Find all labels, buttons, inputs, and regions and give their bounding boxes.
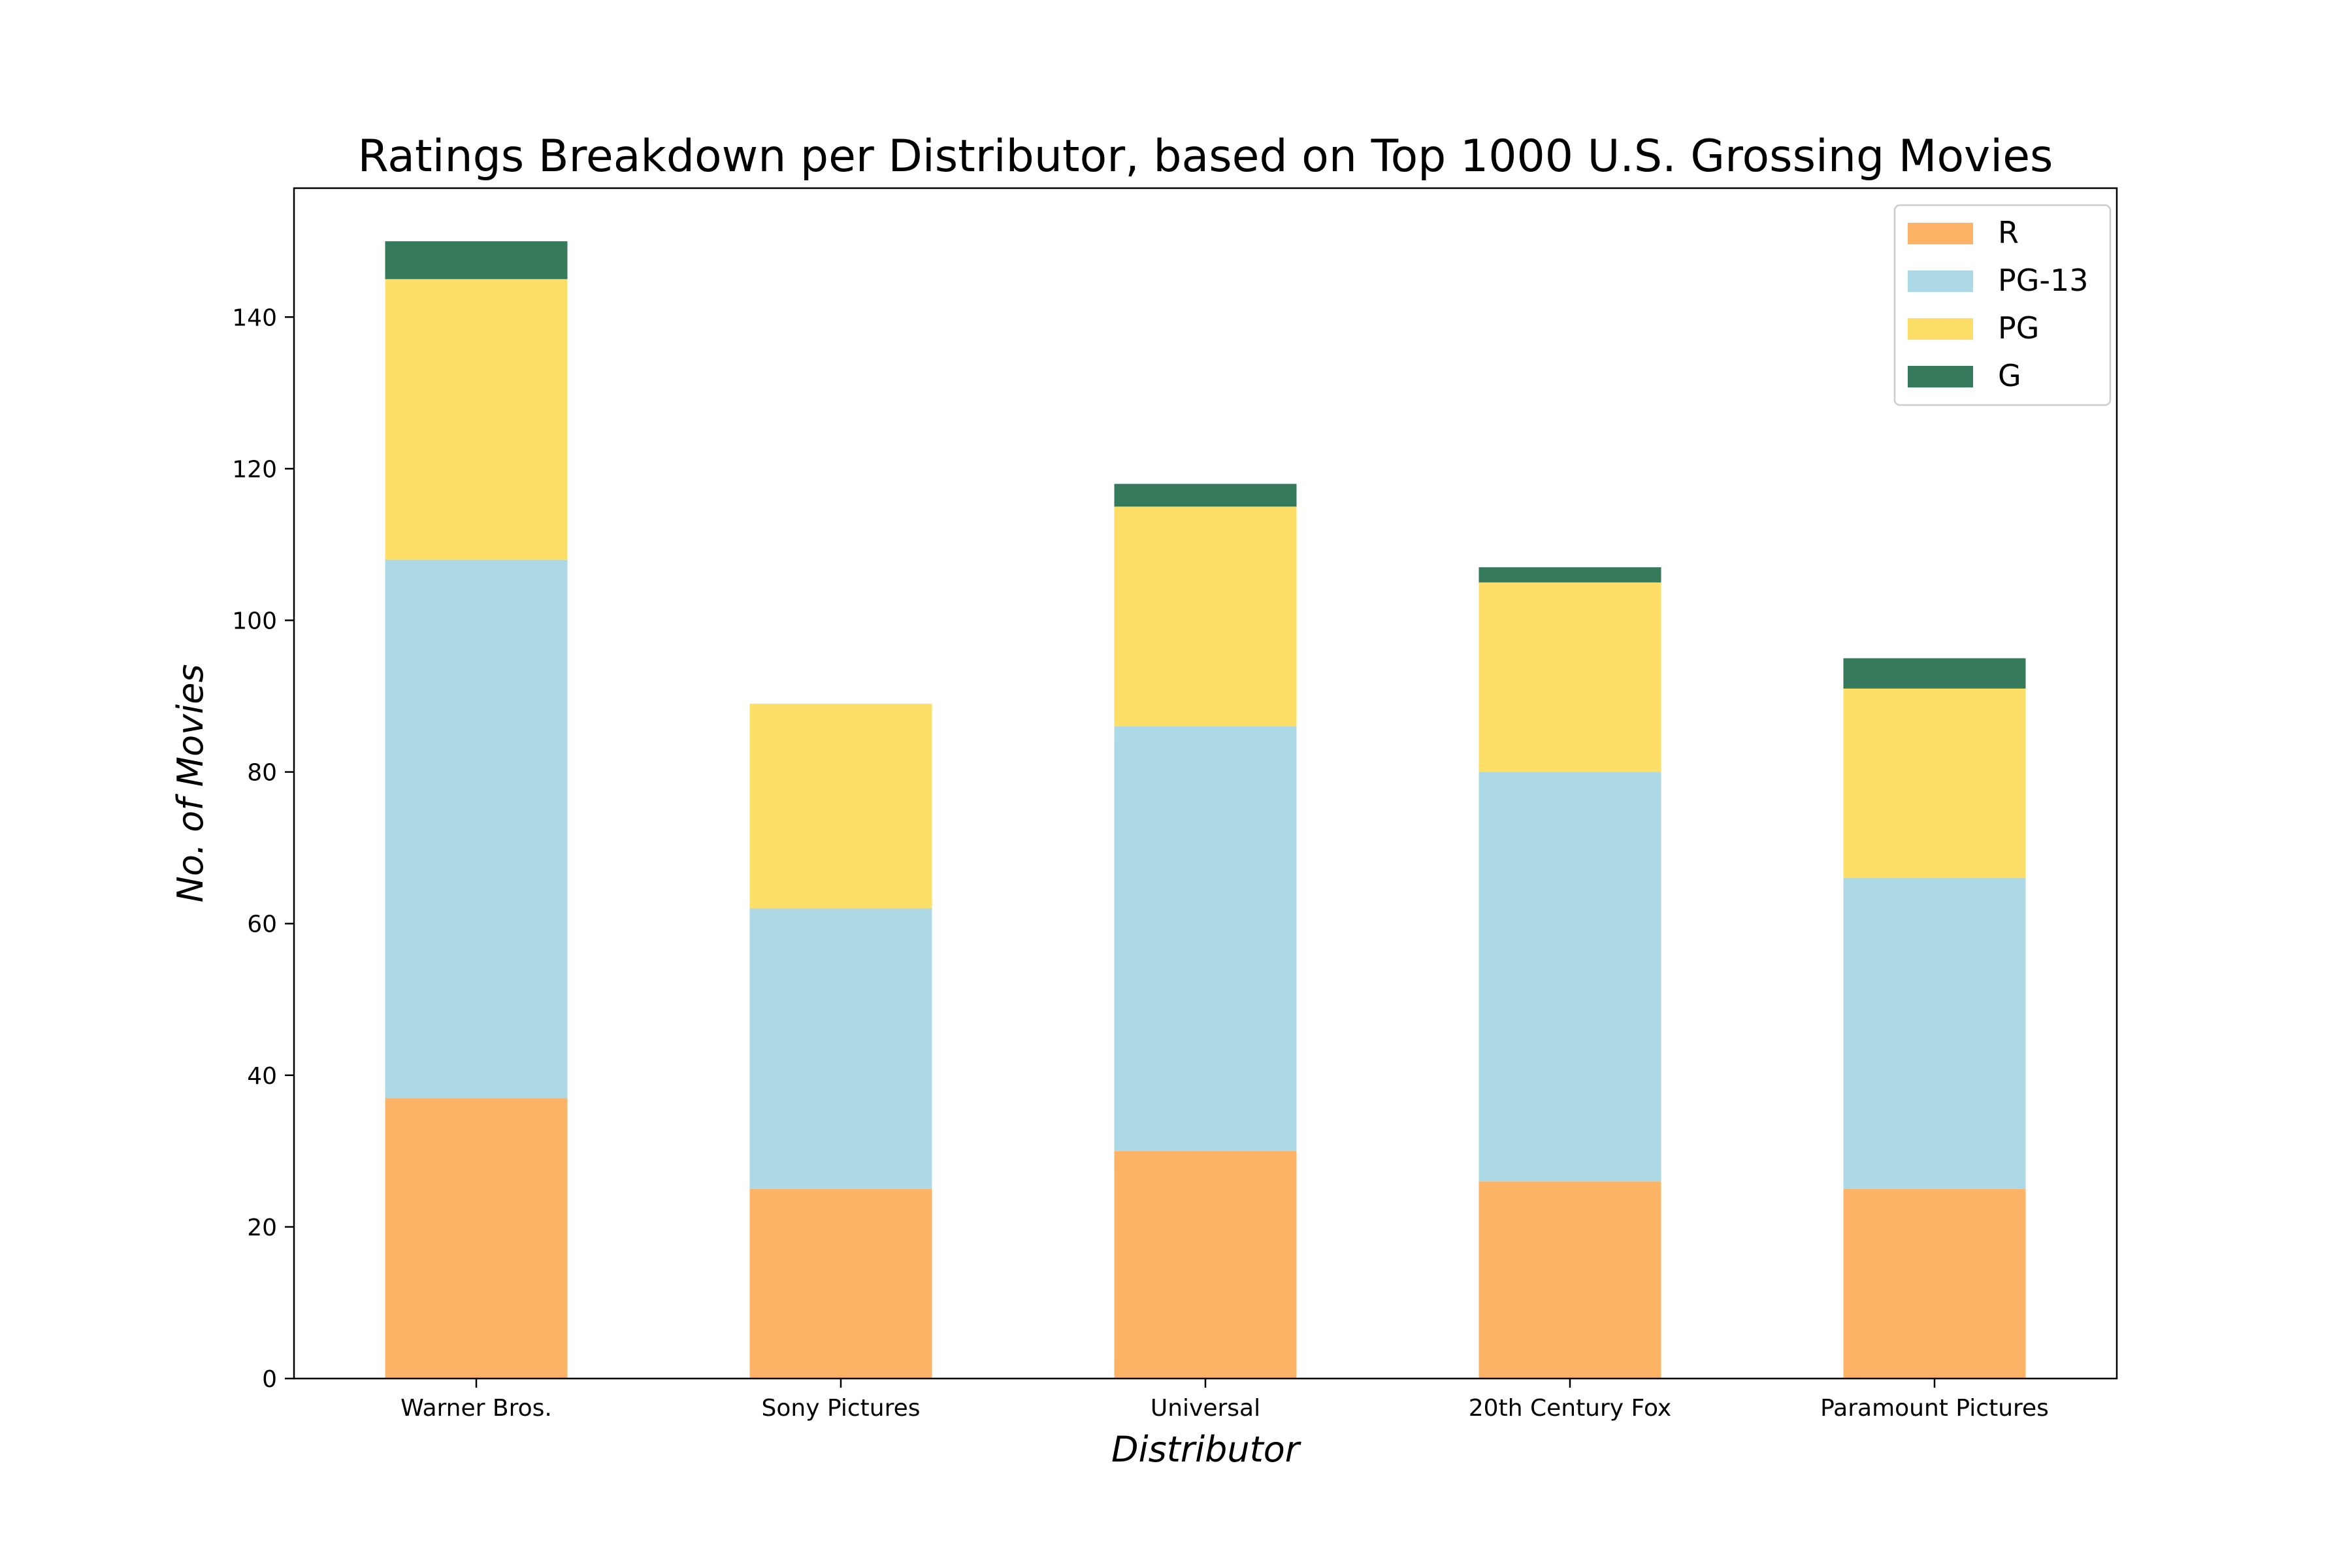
- legend-swatch-g: [1908, 366, 1973, 387]
- legend-swatch-r: [1908, 223, 1973, 244]
- x-axis: Warner Bros. Sony Pictures Universal 20th C…: [400, 1379, 2049, 1422]
- bar-pg13-2: [1114, 726, 1297, 1151]
- legend-swatch-pg: [1908, 318, 1973, 340]
- bar-g-4: [1843, 658, 2026, 689]
- bars-layer: [385, 241, 2026, 1379]
- bar-g-0: [385, 241, 568, 280]
- y-tick-label: 80: [247, 760, 277, 787]
- legend-label: PG-13: [1998, 263, 2089, 298]
- bar-r-2: [1114, 1151, 1297, 1379]
- legend: R PG-13 PG G: [1893, 204, 2112, 406]
- x-tick-label: Universal: [1151, 1395, 1260, 1422]
- bar-pg-2: [1114, 506, 1297, 727]
- bar-r-4: [1843, 1188, 2026, 1379]
- y-tick-label: 100: [232, 608, 277, 634]
- bar-pg13-4: [1843, 878, 2026, 1189]
- legend-label: PG: [1998, 310, 2039, 346]
- y-tick-label: 140: [232, 304, 277, 331]
- x-tick-label: 20th Century Fox: [1469, 1395, 1671, 1422]
- bar-pg13-1: [749, 908, 932, 1189]
- legend-label: R: [1998, 215, 2019, 250]
- bar-pg-4: [1843, 688, 2026, 879]
- y-axis-title: No. of Movies: [170, 664, 211, 903]
- bar-r-0: [385, 1098, 568, 1379]
- bar-r-1: [749, 1188, 932, 1379]
- bar-pg13-0: [385, 559, 568, 1098]
- chart-title: Ratings Breakdown per Distributor, based…: [358, 131, 2053, 182]
- y-axis: 0 20 40 60 80 100 120 140: [232, 304, 294, 1393]
- bar-g-3: [1478, 567, 1661, 583]
- legend-label: G: [1998, 358, 2021, 393]
- legend-box: [1893, 204, 2112, 406]
- x-tick-label: Paramount Pictures: [1820, 1395, 2049, 1422]
- bar-pg-3: [1478, 582, 1661, 772]
- y-tick-label: 120: [232, 456, 277, 483]
- bar-pg13-3: [1478, 772, 1661, 1182]
- y-tick-label: 40: [247, 1063, 277, 1090]
- y-tick-label: 60: [247, 911, 277, 938]
- bar-pg-1: [749, 704, 932, 909]
- x-tick-label: Sony Pictures: [762, 1395, 921, 1422]
- bar-pg-0: [385, 279, 568, 560]
- y-tick-label: 0: [262, 1366, 277, 1393]
- x-axis-title: Distributor: [1111, 1429, 1301, 1470]
- bar-g-2: [1114, 483, 1297, 507]
- x-tick-label: Warner Bros.: [400, 1395, 552, 1422]
- bar-r-3: [1478, 1181, 1661, 1379]
- y-tick-label: 20: [247, 1215, 277, 1241]
- legend-swatch-pg13: [1908, 270, 1973, 292]
